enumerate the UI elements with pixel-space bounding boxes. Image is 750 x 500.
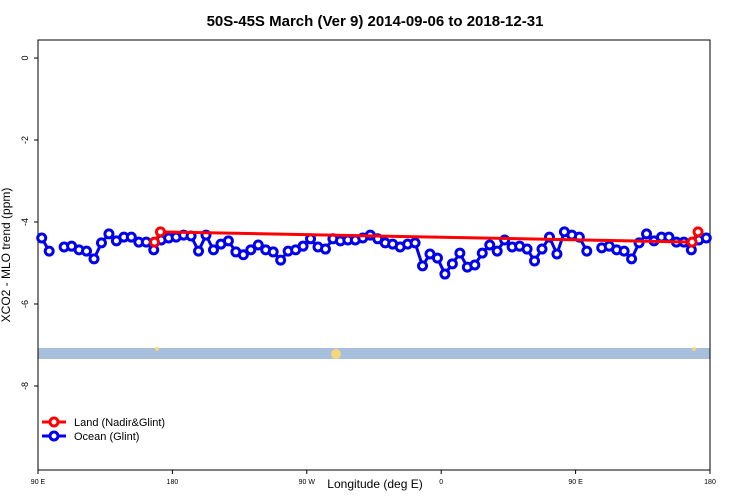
data-point [148, 236, 160, 248]
data-point [245, 244, 257, 256]
data-point [484, 239, 496, 251]
data-point [417, 260, 429, 272]
x-tick-label: 90 W [299, 479, 316, 486]
data-point [237, 249, 249, 261]
data-point [521, 243, 533, 255]
data-point [454, 247, 466, 259]
data-point [154, 226, 166, 238]
legend-marker [48, 430, 60, 442]
data-point [581, 245, 593, 257]
legend-label: Ocean (Glint) [74, 431, 139, 443]
data-point [252, 239, 264, 251]
data-point [431, 252, 443, 264]
data-point [409, 237, 421, 249]
data-point [267, 246, 279, 258]
surface-dot [155, 347, 159, 351]
y-tick-label: -4 [20, 218, 30, 226]
series-line [153, 230, 700, 244]
data-point [529, 255, 541, 267]
data-point [469, 259, 481, 271]
x-tick-label: 180 [167, 479, 179, 486]
x-tick-label: 180 [704, 479, 716, 486]
data-point [618, 245, 630, 257]
chart-title: 50S-45S March (Ver 9) 2014-09-06 to 2018… [207, 13, 544, 30]
surface-band [38, 348, 710, 359]
data-point [222, 235, 234, 247]
y-tick-label: 0 [20, 56, 30, 61]
surface-dot [692, 347, 696, 351]
data-point [686, 236, 698, 248]
data-point [36, 232, 48, 244]
data-point [193, 245, 205, 257]
data-point [207, 244, 219, 256]
data-point [551, 248, 563, 260]
x-tick-label: 0 [439, 479, 443, 486]
x-tick-label: 90 E [568, 479, 583, 486]
legend-marker [48, 416, 60, 428]
y-tick-label: -2 [20, 136, 30, 144]
data-point [95, 237, 107, 249]
data-point [626, 253, 638, 265]
data-point [446, 258, 458, 270]
data-point [641, 228, 653, 240]
data-point [476, 247, 488, 259]
data-point [125, 231, 137, 243]
y-axis-label: XCO2 - MLO trend (ppm) [0, 188, 13, 323]
x-axis-label: Longitude (deg E) [327, 477, 422, 491]
data-point [692, 226, 704, 238]
surface-dot [331, 349, 341, 359]
data-point [81, 245, 93, 257]
data-point [43, 245, 55, 257]
x-tick-label: 90 E [31, 479, 46, 486]
data-point [297, 240, 309, 252]
data-point [88, 253, 100, 265]
data-point [700, 232, 712, 244]
data-point [491, 245, 503, 257]
legend-label: Land (Nadir&Glint) [74, 417, 165, 429]
data-point [275, 254, 287, 266]
data-point [319, 243, 331, 255]
data-point [536, 243, 548, 255]
plot-frame [37, 39, 711, 471]
y-tick-label: -6 [20, 300, 30, 308]
data-point [439, 268, 451, 280]
data-point [103, 228, 115, 240]
y-tick-label: -8 [20, 382, 30, 390]
